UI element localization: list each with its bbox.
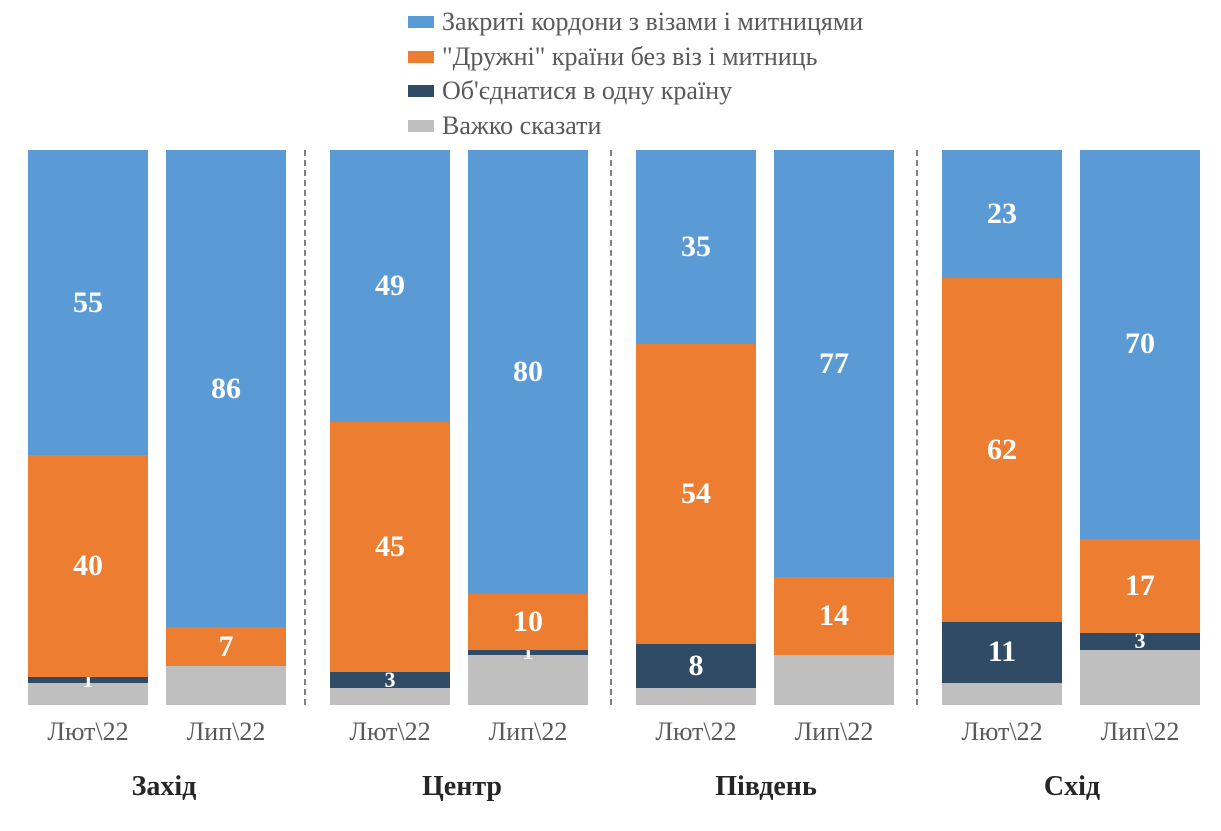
bar-segment-closed: 49 xyxy=(330,150,450,422)
region-divider xyxy=(610,150,612,705)
legend-item: Об'єднатися в одну країну xyxy=(408,75,863,108)
legend-swatch xyxy=(408,16,434,28)
region-label: Південь xyxy=(636,771,896,803)
legend-swatch xyxy=(408,120,434,132)
bar-segment-dk xyxy=(942,683,1062,705)
bar-value-label: 70 xyxy=(1125,327,1155,361)
bar-value-label: 14 xyxy=(819,599,849,633)
bar-segment-unite: 3 xyxy=(330,672,450,689)
stacked-bar: 3 17 70 xyxy=(1080,150,1200,705)
bar-value-label: 55 xyxy=(73,286,103,320)
stacked-bar-chart: Закриті кордони з візами і митницями"Дру… xyxy=(0,0,1221,831)
bar-segment-friendly: 17 xyxy=(1080,539,1200,633)
bar-segment-dk xyxy=(636,688,756,705)
bar-segment-unite: 8 xyxy=(636,644,756,688)
x-tick-label: Лют\22 xyxy=(636,717,756,747)
bar-value-label: 77 xyxy=(819,347,849,381)
legend-swatch xyxy=(408,51,434,63)
region-label: Захід xyxy=(34,771,294,803)
x-tick-label: Лип\22 xyxy=(468,717,588,747)
bar-value-label: 45 xyxy=(375,530,405,564)
stacked-bar: 7 86 xyxy=(166,150,286,705)
bar-segment-unite: 3 xyxy=(1080,633,1200,650)
bar-segment-unite: 1 xyxy=(28,677,148,683)
legend-swatch xyxy=(408,85,434,97)
plot-area: Захід14055Лют\22786Лип\22Центр34549Лют\2… xyxy=(0,150,1221,705)
bar-segment-friendly: 54 xyxy=(636,344,756,644)
bar-segment-closed: 35 xyxy=(636,150,756,344)
x-tick-label: Лют\22 xyxy=(330,717,450,747)
legend-item: Закриті кордони з візами і митницями xyxy=(408,6,863,39)
legend-label: "Дружні" країни без віз і митниць xyxy=(442,41,817,74)
bar-segment-unite: 11 xyxy=(942,622,1062,683)
x-tick-label: Лип\22 xyxy=(166,717,286,747)
bar-value-label: 35 xyxy=(681,230,711,264)
bar-segment-unite: 1 xyxy=(468,650,588,656)
legend-label: Закриті кордони з візами і митницями xyxy=(442,6,863,39)
bar-segment-closed: 70 xyxy=(1080,150,1200,539)
bar-value-label: 40 xyxy=(73,549,103,583)
bar-value-label: 62 xyxy=(987,433,1017,467)
legend: Закриті кордони з візами і митницями"Дру… xyxy=(408,6,863,144)
bar-segment-closed: 55 xyxy=(28,150,148,455)
bar-segment-closed: 23 xyxy=(942,150,1062,278)
bar-value-label: 23 xyxy=(987,197,1017,231)
bar-value-label: 80 xyxy=(513,355,543,389)
bar-value-label: 86 xyxy=(211,372,241,406)
legend-item: "Дружні" країни без віз і митниць xyxy=(408,41,863,74)
region-label: Схід xyxy=(942,771,1202,803)
stacked-bar: 14 77 xyxy=(774,150,894,705)
bar-value-label: 7 xyxy=(219,630,234,664)
bar-value-label: 10 xyxy=(513,605,543,639)
bar-value-label: 49 xyxy=(375,269,405,303)
bar-value-label: 17 xyxy=(1125,569,1155,603)
bar-segment-closed: 80 xyxy=(468,150,588,594)
bar-segment-friendly: 45 xyxy=(330,422,450,672)
region-divider xyxy=(916,150,918,705)
x-tick-label: Лип\22 xyxy=(774,717,894,747)
bar-value-label: 54 xyxy=(681,477,711,511)
bar-segment-closed: 86 xyxy=(166,150,286,627)
stacked-bar: 1 40 55 xyxy=(28,150,148,705)
x-tick-label: Лют\22 xyxy=(942,717,1062,747)
bar-segment-friendly: 62 xyxy=(942,278,1062,622)
bar-segment-friendly: 40 xyxy=(28,455,148,677)
legend-label: Об'єднатися в одну країну xyxy=(442,75,732,108)
stacked-bar: 8 54 35 xyxy=(636,150,756,705)
bar-segment-closed: 77 xyxy=(774,150,894,577)
region-label: Центр xyxy=(332,771,592,803)
bar-segment-dk xyxy=(1080,650,1200,706)
bar-segment-friendly: 7 xyxy=(166,627,286,666)
x-tick-label: Лют\22 xyxy=(28,717,148,747)
x-tick-label: Лип\22 xyxy=(1080,717,1200,747)
stacked-bar: 1 10 80 xyxy=(468,150,588,705)
bar-segment-dk xyxy=(166,666,286,705)
bar-segment-dk xyxy=(774,655,894,705)
region-divider xyxy=(304,150,306,705)
legend-label: Важко сказати xyxy=(442,110,601,143)
bar-value-label: 11 xyxy=(988,635,1016,669)
bar-value-label: 8 xyxy=(689,649,704,683)
stacked-bar: 11 62 23 xyxy=(942,150,1062,705)
legend-item: Важко сказати xyxy=(408,110,863,143)
bar-segment-friendly: 10 xyxy=(468,594,588,650)
bar-segment-friendly: 14 xyxy=(774,577,894,655)
stacked-bar: 3 45 49 xyxy=(330,150,450,705)
